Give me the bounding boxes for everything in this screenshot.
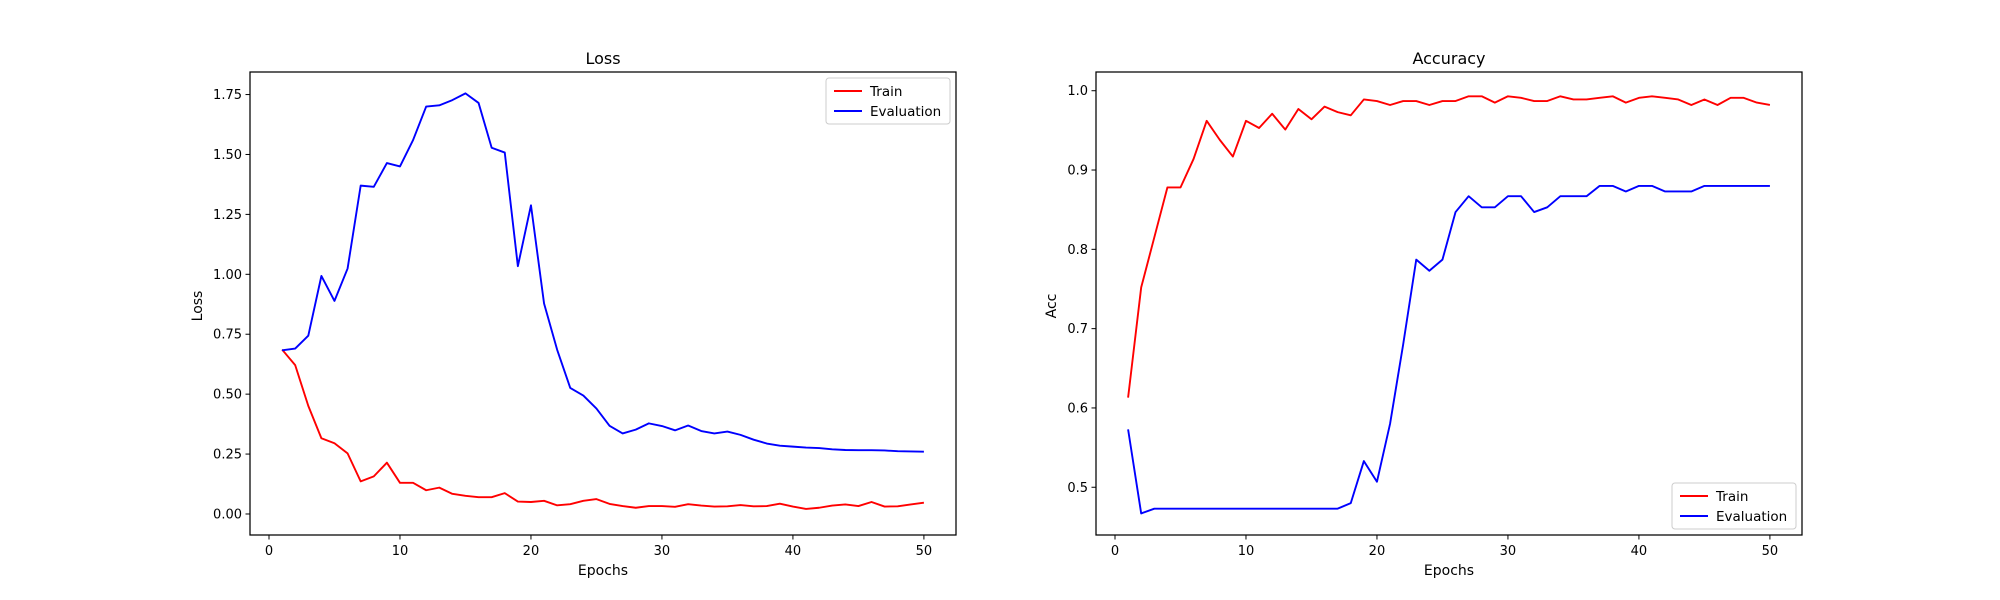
loss-x-tick-label: 50 — [916, 544, 933, 559]
loss-series-line-train — [281, 348, 925, 510]
accuracy-x-tick-label: 40 — [1631, 544, 1648, 559]
accuracy-x-tick-label: 20 — [1369, 544, 1386, 559]
loss-x-tick-label: 40 — [785, 544, 802, 559]
loss-x-tick-label: 0 — [265, 544, 273, 559]
loss-y-tick-label: 1.00 — [213, 268, 242, 283]
loss-y-tick-label: 1.75 — [213, 88, 242, 103]
loss-y-tick-label: 0.50 — [213, 388, 242, 403]
loss-x-tick-label: 30 — [654, 544, 671, 559]
accuracy-series-line-evaluation — [1127, 184, 1770, 515]
loss-legend-label-evaluation: Evaluation — [870, 104, 941, 120]
loss-axes-frame — [249, 71, 957, 536]
loss-chart: Loss Epochs Loss 0 10 20 30 40 50 0.00 0.25 0.50… — [190, 49, 957, 579]
accuracy-legend-box — [1671, 482, 1797, 530]
loss-x-tick-label: 10 — [392, 544, 409, 559]
accuracy-y-tick-label: 0.6 — [1067, 401, 1088, 416]
accuracy-legend: Train Evaluation — [1671, 482, 1797, 530]
accuracy-x-tick-label: 50 — [1762, 544, 1779, 559]
accuracy-y-tick-label: 1.0 — [1067, 84, 1088, 99]
accuracy-y-tick-label: 0.5 — [1067, 481, 1088, 496]
accuracy-y-tick-label: 0.9 — [1067, 164, 1088, 179]
accuracy-x-axis-label: Epochs — [1424, 563, 1474, 579]
accuracy-chart: Accuracy Epochs Acc 0 10 20 30 40 50 0.5 0.6 0.7… — [1044, 49, 1803, 579]
loss-y-tick-label: 0.25 — [213, 448, 242, 463]
accuracy-axes-frame — [1095, 71, 1803, 536]
accuracy-x-tick-label: 0 — [1111, 544, 1119, 559]
loss-y-tick-label: 1.50 — [213, 148, 242, 163]
loss-legend: Train Evaluation — [825, 77, 951, 125]
loss-legend-box — [825, 77, 951, 125]
accuracy-legend-label-train: Train — [1715, 489, 1748, 505]
loss-y-tick-label: 1.25 — [213, 208, 242, 223]
accuracy-x-tick-label: 10 — [1238, 544, 1255, 559]
loss-y-axis-label: Loss — [190, 291, 206, 322]
accuracy-y-axis-label: Acc — [1044, 294, 1060, 319]
loss-series-line-evaluation — [281, 92, 924, 453]
loss-chart-title: Loss — [585, 49, 620, 68]
accuracy-y-tick-label: 0.8 — [1067, 243, 1088, 258]
loss-x-axis-label: Epochs — [578, 563, 628, 579]
loss-x-tick-label: 20 — [523, 544, 540, 559]
accuracy-y-tick-label: 0.7 — [1067, 322, 1088, 337]
accuracy-series-line-train — [1127, 95, 1771, 398]
loss-y-tick-label: 0.75 — [213, 328, 242, 343]
accuracy-chart-title: Accuracy — [1412, 49, 1485, 68]
accuracy-legend-label-evaluation: Evaluation — [1716, 509, 1787, 525]
loss-plot-area: 0 10 20 30 40 50 0.00 0.25 0.50 0.75 1.00 1.25 1.50 1… — [213, 71, 957, 559]
accuracy-plot-area: 0 10 20 30 40 50 0.5 0.6 0.7 0.8 0.9 1.0 — [1067, 71, 1803, 559]
loss-legend-label-train: Train — [869, 84, 902, 100]
loss-y-tick-label: 0.00 — [213, 507, 242, 522]
accuracy-x-tick-label: 30 — [1500, 544, 1517, 559]
